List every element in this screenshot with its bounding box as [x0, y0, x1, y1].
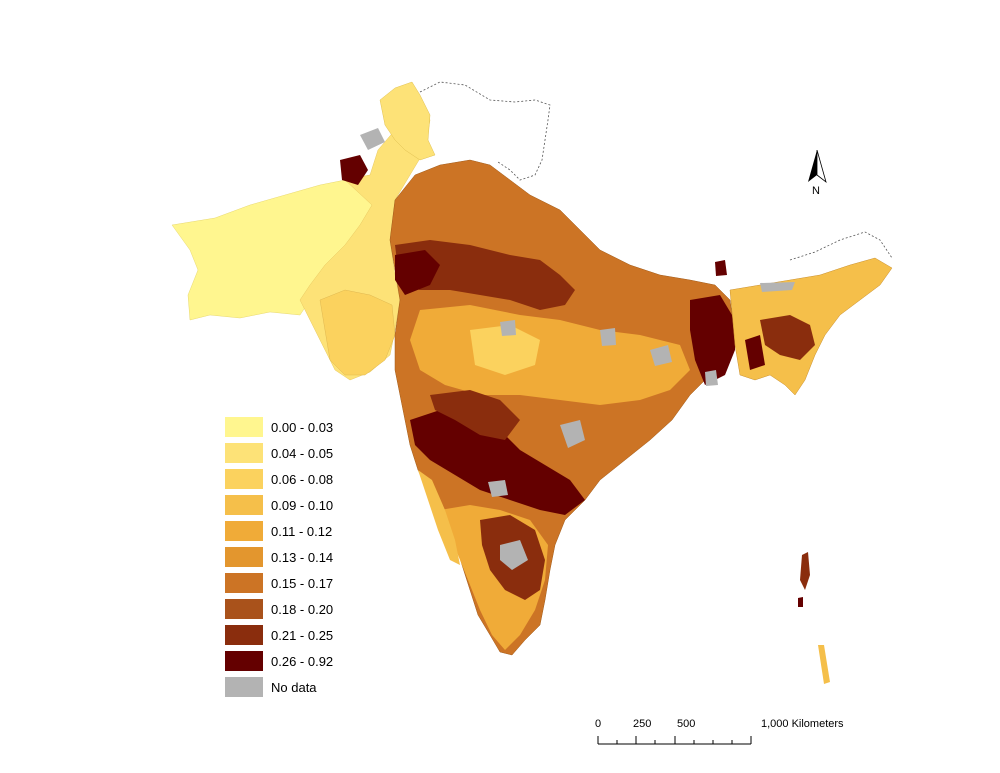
- legend-item: 0.04 - 0.05: [225, 440, 333, 466]
- legend-swatch: [225, 625, 263, 645]
- legend-label: 0.15 - 0.17: [271, 575, 334, 591]
- legend-item: 0.00 - 0.03: [225, 414, 333, 440]
- region-nodata-2: [560, 420, 585, 448]
- scale-bar: 0 250 500 1,000 Kilometers: [593, 718, 863, 758]
- region-east-dark: [690, 295, 735, 385]
- region-andaman-3: [818, 645, 830, 684]
- legend-label: 0.06 - 0.08: [271, 471, 334, 487]
- scale-bar-graphic: [597, 736, 752, 745]
- legend-item: 0.09 - 0.10: [225, 492, 333, 518]
- region-dark-ne-small: [715, 260, 727, 276]
- legend-label: 0.11 - 0.12: [271, 523, 333, 539]
- region-northeast-dark: [760, 315, 815, 360]
- border-north-dashed: [419, 81, 551, 181]
- region-northeast-darkest: [745, 335, 765, 370]
- region-nodata-1: [500, 540, 528, 570]
- scale-tick-0: 0: [595, 718, 602, 730]
- legend-label: 0.13 - 0.14: [271, 549, 334, 565]
- border-ne-dashed: [789, 231, 893, 261]
- region-nodata-3: [488, 480, 508, 497]
- legend-item: 0.11 - 0.12: [225, 518, 333, 544]
- legend-swatch: [225, 573, 263, 593]
- region-nodata-6: [500, 320, 516, 336]
- region-deccan-dark: [410, 410, 585, 515]
- region-gangetic-darkest: [395, 250, 440, 295]
- region-northeast: [729, 257, 893, 396]
- region-nodata-5: [600, 328, 616, 346]
- legend-item: 0.13 - 0.14: [225, 544, 333, 570]
- legend-item: 0.21 - 0.25: [225, 622, 333, 648]
- legend-swatch: [225, 443, 263, 463]
- legend-swatch: [225, 495, 263, 515]
- region-nodata-7: [705, 370, 718, 386]
- legend-label: 0.04 - 0.05: [271, 445, 334, 461]
- region-nodata-ne: [760, 282, 795, 292]
- scale-tick-1000: 1,000 Kilometers: [761, 718, 844, 730]
- legend-swatch: [225, 547, 263, 567]
- legend-swatch: [225, 521, 263, 541]
- map-legend: 0.00 - 0.03 0.04 - 0.05 0.06 - 0.08 0.09 - …: [225, 414, 333, 700]
- legend-swatch: [225, 599, 263, 619]
- north-arrow-icon: [805, 149, 829, 198]
- legend-item: 0.06 - 0.08: [225, 466, 333, 492]
- region-central-yellow: [470, 325, 540, 375]
- region-pakistan-south: [319, 289, 396, 376]
- scale-tick-500: 500: [677, 718, 696, 730]
- region-deccan-brown: [430, 390, 520, 440]
- legend-label: 0.26 - 0.92: [271, 653, 334, 669]
- legend-label: 0.00 - 0.03: [271, 419, 334, 435]
- region-andaman-1: [800, 552, 810, 590]
- region-andaman-2: [798, 597, 803, 607]
- legend-swatch: [225, 677, 263, 697]
- legend-swatch: [225, 417, 263, 437]
- legend-item: No data: [225, 674, 333, 700]
- region-west-coast: [418, 470, 460, 565]
- legend-label: 0.18 - 0.20: [271, 601, 334, 617]
- region-gangetic-dark: [395, 240, 575, 310]
- legend-label: No data: [271, 679, 317, 695]
- region-dark-nw: [340, 155, 368, 185]
- legend-item: 0.15 - 0.17: [225, 570, 333, 596]
- scale-tick-250: 250: [633, 718, 652, 730]
- legend-swatch: [225, 651, 263, 671]
- region-nodata-n: [360, 128, 385, 150]
- legend-label: 0.21 - 0.25: [271, 627, 334, 643]
- legend-label: 0.09 - 0.10: [271, 497, 334, 513]
- legend-swatch: [225, 469, 263, 489]
- region-kashmir: [379, 81, 436, 161]
- region-nodata-4: [650, 345, 672, 366]
- legend-item: 0.26 - 0.92: [225, 648, 333, 674]
- legend-item: 0.18 - 0.20: [225, 596, 333, 622]
- north-arrow-label: N: [812, 185, 820, 197]
